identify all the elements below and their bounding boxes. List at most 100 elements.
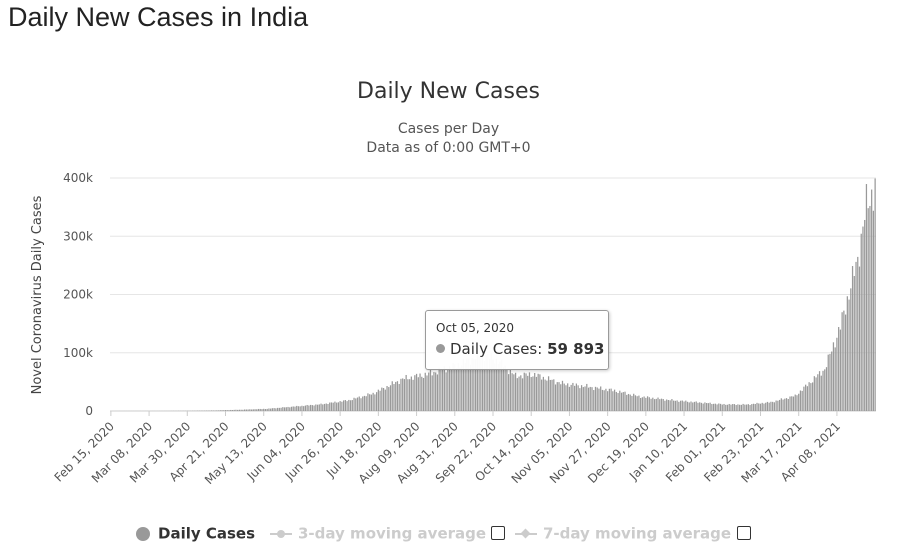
bar[interactable]	[384, 389, 386, 411]
bar[interactable]	[487, 354, 489, 411]
bar[interactable]	[853, 276, 855, 411]
bar[interactable]	[712, 403, 715, 411]
bar[interactable]	[245, 409, 247, 411]
bar[interactable]	[454, 364, 456, 411]
bar[interactable]	[784, 398, 786, 411]
bar[interactable]	[452, 362, 454, 411]
bar[interactable]	[791, 396, 793, 411]
bar[interactable]	[617, 393, 619, 411]
bar[interactable]	[659, 399, 661, 411]
bar[interactable]	[777, 400, 779, 411]
bar[interactable]	[806, 386, 809, 411]
bar[interactable]	[692, 402, 694, 411]
bar[interactable]	[844, 314, 847, 411]
bar[interactable]	[457, 363, 459, 411]
bar[interactable]	[264, 409, 267, 411]
bar[interactable]	[841, 312, 843, 411]
bar[interactable]	[756, 402, 758, 411]
bar[interactable]	[723, 403, 725, 411]
bar[interactable]	[711, 404, 713, 411]
bar[interactable]	[410, 376, 412, 411]
bar[interactable]	[787, 399, 789, 411]
bar[interactable]	[643, 396, 645, 411]
bar[interactable]	[283, 407, 286, 411]
bar[interactable]	[631, 395, 633, 411]
checkbox-7-day-average[interactable]	[737, 526, 751, 540]
bar[interactable]	[577, 385, 579, 411]
bar[interactable]	[848, 299, 850, 411]
bar[interactable]	[541, 379, 543, 411]
bar[interactable]	[492, 359, 494, 411]
bar[interactable]	[666, 399, 668, 411]
legend-item-7-day-average[interactable]: 7-day moving average	[515, 524, 731, 543]
bar[interactable]	[702, 403, 704, 411]
bar[interactable]	[683, 401, 685, 411]
bar[interactable]	[346, 401, 348, 411]
bar[interactable]	[636, 396, 638, 411]
bar[interactable]	[699, 402, 701, 411]
bar[interactable]	[513, 374, 515, 411]
bar[interactable]	[669, 400, 671, 411]
bar[interactable]	[732, 404, 734, 411]
bar[interactable]	[688, 402, 690, 411]
bar[interactable]	[428, 372, 430, 411]
bar[interactable]	[574, 385, 576, 411]
bar[interactable]	[306, 404, 308, 411]
bar[interactable]	[518, 376, 520, 411]
bar[interactable]	[857, 256, 859, 411]
bar[interactable]	[499, 361, 501, 412]
bar[interactable]	[810, 383, 812, 411]
bar[interactable]	[468, 358, 470, 411]
bar[interactable]	[836, 337, 838, 411]
bar[interactable]	[542, 376, 544, 411]
bar[interactable]	[344, 400, 346, 411]
bar[interactable]	[494, 363, 496, 411]
bar[interactable]	[820, 375, 822, 411]
bar[interactable]	[610, 388, 612, 411]
bar[interactable]	[407, 379, 409, 411]
bar[interactable]	[478, 356, 480, 411]
bar[interactable]	[645, 397, 647, 411]
bar[interactable]	[276, 407, 279, 411]
bar[interactable]	[796, 395, 798, 411]
bar[interactable]	[770, 401, 772, 411]
bar[interactable]	[580, 385, 583, 411]
bar[interactable]	[400, 378, 402, 411]
bar[interactable]	[832, 342, 835, 411]
bar[interactable]	[257, 408, 260, 411]
bar[interactable]	[831, 351, 833, 411]
bar[interactable]	[657, 397, 659, 411]
bar[interactable]	[443, 366, 445, 411]
bar[interactable]	[865, 184, 868, 411]
bar[interactable]	[751, 404, 753, 411]
bar[interactable]	[393, 384, 395, 411]
bars[interactable]	[115, 178, 876, 412]
bar[interactable]	[299, 406, 301, 411]
bar[interactable]	[869, 205, 871, 411]
bar[interactable]	[799, 390, 802, 411]
bar[interactable]	[466, 358, 468, 411]
bar[interactable]	[589, 386, 591, 411]
bar[interactable]	[271, 408, 274, 411]
bar[interactable]	[374, 394, 376, 411]
bar[interactable]	[471, 358, 473, 411]
bar[interactable]	[664, 400, 666, 411]
bar[interactable]	[336, 402, 338, 411]
bar[interactable]	[782, 399, 784, 411]
bar[interactable]	[662, 399, 664, 411]
bar[interactable]	[301, 405, 303, 411]
bar[interactable]	[462, 358, 465, 411]
bar[interactable]	[382, 388, 385, 411]
bar[interactable]	[508, 374, 510, 411]
bar[interactable]	[801, 390, 803, 411]
bar[interactable]	[433, 372, 435, 411]
bar[interactable]	[582, 387, 584, 411]
bar[interactable]	[278, 407, 280, 411]
bar[interactable]	[768, 402, 770, 411]
bar[interactable]	[739, 404, 741, 411]
bar[interactable]	[414, 375, 416, 411]
bar[interactable]	[233, 409, 235, 411]
bar[interactable]	[290, 406, 293, 411]
bar[interactable]	[421, 376, 423, 411]
bar[interactable]	[825, 367, 828, 411]
